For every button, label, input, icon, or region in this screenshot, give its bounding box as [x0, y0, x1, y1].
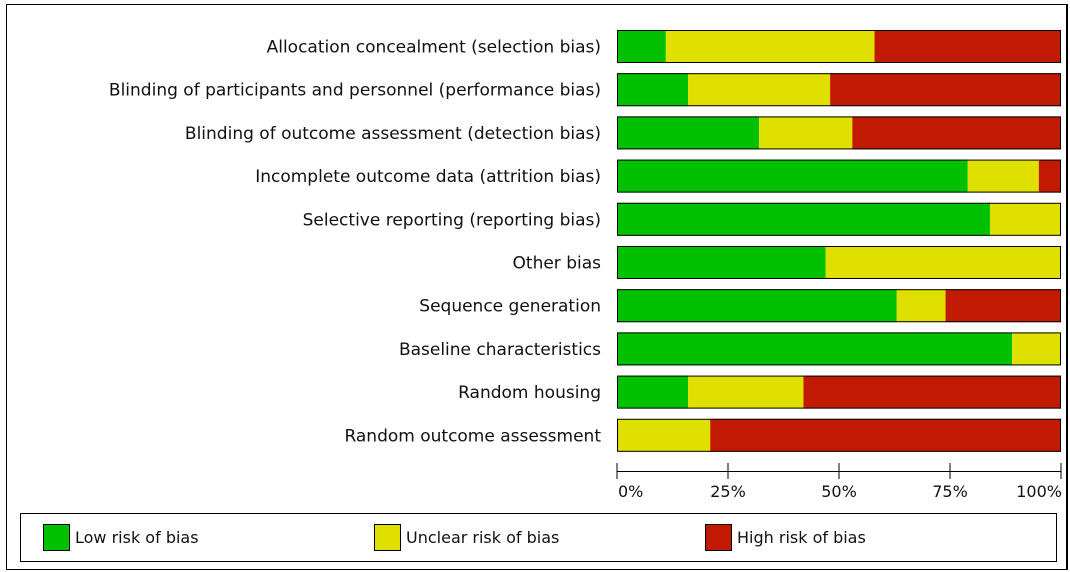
bar-segment-unclear-risk-of-bias-blinding-of-outcome-assessment-detection-bias — [759, 116, 853, 150]
bar-segment-low-risk-of-bias-baseline-characteristics — [617, 332, 1013, 366]
row-label-other-bias: Other bias — [513, 254, 602, 274]
bar-outline-incomplete-outcome-data-attrition-bias — [617, 159, 1061, 193]
row-label-random-housing: Random housing — [458, 383, 601, 403]
legend-box — [20, 513, 1057, 562]
row-label-incomplete-outcome-data-attrition-bias: Incomplete outcome data (attrition bias) — [255, 167, 601, 187]
legend-label-low-risk-of-bias: Low risk of bias — [75, 528, 199, 547]
bar-segment-high-risk-of-bias-random-outcome-assessment — [710, 418, 1061, 452]
bar-segment-high-risk-of-bias-random-housing — [803, 375, 1061, 409]
row-labels: Allocation concealment (selection bias) B… — [109, 38, 601, 447]
bar-segment-low-risk-of-bias-other-bias — [617, 246, 826, 279]
bar-segment-low-risk-of-bias-allocation-concealment-selection-bias — [617, 30, 666, 63]
row-label-random-outcome-assessment: Random outcome assessment — [344, 426, 601, 446]
bar-segment-low-risk-of-bias-selective-reporting-reporting-bias — [617, 202, 990, 236]
bar-segment-unclear-risk-of-bias-incomplete-outcome-data-attrition-bias — [967, 159, 1039, 193]
x-axis: 0% 25% 50% 75% 100% — [616, 463, 1062, 501]
row-label-baseline-characteristics: Baseline characteristics — [399, 340, 601, 360]
bar-outline-selective-reporting-reporting-bias — [617, 202, 1061, 236]
stacked-bars — [617, 30, 1061, 452]
x-tick-label: 75% — [932, 482, 968, 501]
row-label-allocation-concealment-selection-bias: Allocation concealment (selection bias) — [267, 38, 601, 58]
bar-segment-unclear-risk-of-bias-sequence-generation — [896, 289, 946, 323]
bar-segment-high-risk-of-bias-sequence-generation — [945, 289, 1061, 323]
bar-segment-unclear-risk-of-bias-other-bias — [825, 246, 1061, 279]
bar-segment-low-risk-of-bias-sequence-generation — [617, 289, 897, 323]
bar-segment-high-risk-of-bias-incomplete-outcome-data-attrition-bias — [1038, 159, 1061, 193]
bar-segment-high-risk-of-bias-blinding-of-participants-and-personnel-performance-bias — [830, 73, 1061, 107]
bar-outline-blinding-of-outcome-assessment-detection-bias — [617, 116, 1061, 150]
bar-segment-unclear-risk-of-bias-baseline-characteristics — [1012, 332, 1061, 366]
bar-outline-sequence-generation — [617, 289, 1061, 323]
x-tick-label: 50% — [821, 482, 857, 501]
x-tick-label: 25% — [710, 482, 746, 501]
legend-swatch-high-risk-of-bias — [705, 524, 732, 551]
x-tick-label: 0% — [618, 482, 643, 501]
bar-segment-low-risk-of-bias-random-housing — [617, 375, 689, 409]
bar-segment-unclear-risk-of-bias-blinding-of-participants-and-personnel-performance-bias — [688, 73, 831, 107]
bar-segment-high-risk-of-bias-allocation-concealment-selection-bias — [874, 30, 1061, 63]
bar-segment-low-risk-of-bias-incomplete-outcome-data-attrition-bias — [617, 159, 968, 193]
bar-segment-unclear-risk-of-bias-random-outcome-assessment — [617, 418, 711, 452]
risk-of-bias-figure: Allocation concealment (selection bias) B… — [6, 4, 1068, 570]
row-label-blinding-of-participants-and-personnel-performance-bias: Blinding of participants and personnel (… — [109, 81, 601, 101]
legend-label-high-risk-of-bias: High risk of bias — [737, 528, 866, 547]
bar-segment-low-risk-of-bias-blinding-of-participants-and-personnel-performance-bias — [617, 73, 689, 107]
legend-label-unclear-risk-of-bias: Unclear risk of bias — [406, 528, 559, 547]
legend-swatch-low-risk-of-bias — [43, 524, 70, 551]
bar-segment-high-risk-of-bias-blinding-of-outcome-assessment-detection-bias — [852, 116, 1061, 150]
legend-swatch-unclear-risk-of-bias — [374, 524, 401, 551]
row-label-sequence-generation: Sequence generation — [419, 297, 601, 317]
legend: Low risk of bias Unclear risk of bias High… — [20, 513, 1057, 562]
bar-segment-unclear-risk-of-bias-random-housing — [688, 375, 804, 409]
x-tick-label: 100% — [1016, 482, 1062, 501]
bar-outline-other-bias — [617, 246, 1061, 279]
bar-segment-unclear-risk-of-bias-selective-reporting-reporting-bias — [989, 202, 1061, 236]
row-label-blinding-of-outcome-assessment-detection-bias: Blinding of outcome assessment (detectio… — [185, 124, 601, 144]
row-label-selective-reporting-reporting-bias: Selective reporting (reporting bias) — [303, 210, 601, 230]
bar-outline-allocation-concealment-selection-bias — [617, 30, 1061, 63]
bar-outline-blinding-of-participants-and-personnel-performance-bias — [617, 73, 1061, 107]
bar-outline-random-outcome-assessment — [617, 418, 1061, 452]
bar-outline-baseline-characteristics — [617, 332, 1061, 366]
risk-of-bias-chart: Allocation concealment (selection bias) B… — [20, 30, 1062, 562]
bar-segment-unclear-risk-of-bias-allocation-concealment-selection-bias — [665, 30, 875, 63]
bar-outline-random-housing — [617, 375, 1061, 409]
bar-segment-low-risk-of-bias-blinding-of-outcome-assessment-detection-bias — [617, 116, 760, 150]
